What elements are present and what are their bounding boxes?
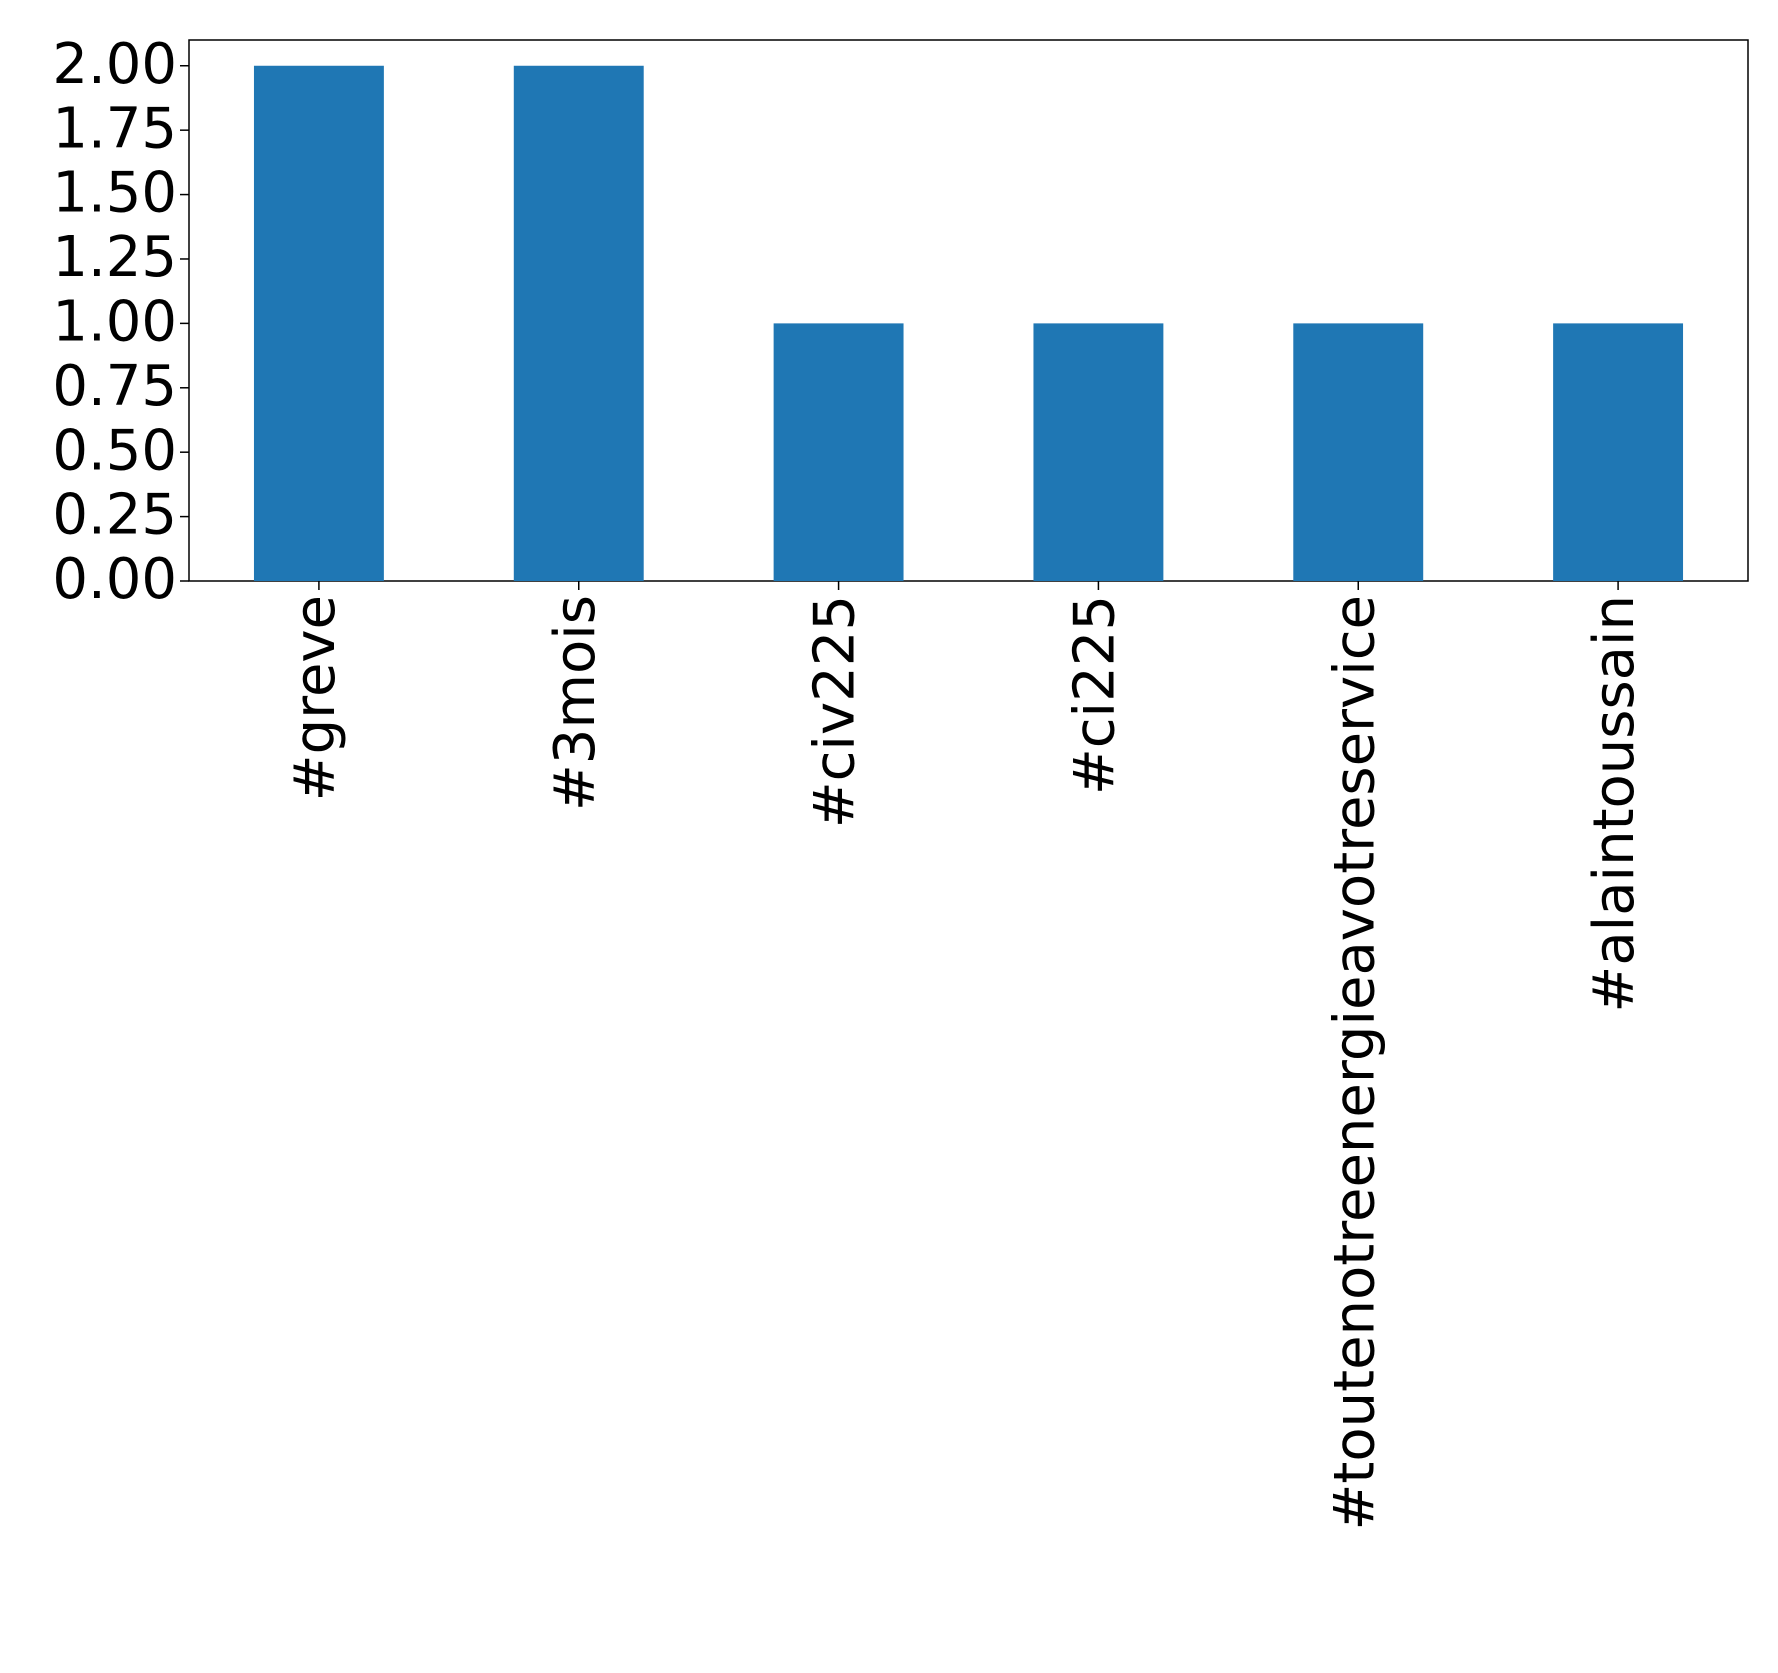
x-tick-label: #civ225 <box>803 595 868 828</box>
x-tick-label: #greve <box>283 595 348 801</box>
x-tick-label: #toutenotreenergieavotreservice <box>1322 595 1387 1531</box>
y-tick-label: 1.50 <box>52 161 177 226</box>
bar <box>1033 323 1164 581</box>
y-tick-label: 1.25 <box>52 225 177 290</box>
y-tick-label: 0.50 <box>52 418 177 483</box>
x-tick-label: #ci225 <box>1063 595 1128 795</box>
y-tick-label: 1.00 <box>52 290 177 355</box>
bar <box>773 323 904 581</box>
y-tick-label: 1.75 <box>52 96 177 161</box>
bar <box>1553 323 1684 581</box>
y-tick-label: 0.00 <box>52 547 177 612</box>
bar <box>513 65 644 581</box>
x-tick-label: #3mois <box>543 595 608 811</box>
plot-frame <box>188 39 1749 582</box>
y-tick-label: 0.25 <box>52 483 177 548</box>
y-tick-label: 0.75 <box>52 354 177 419</box>
bar <box>1293 323 1424 581</box>
y-tick-label: 2.00 <box>52 32 177 97</box>
bar <box>253 65 384 581</box>
x-tick-label: #alaintoussain <box>1582 595 1647 1013</box>
